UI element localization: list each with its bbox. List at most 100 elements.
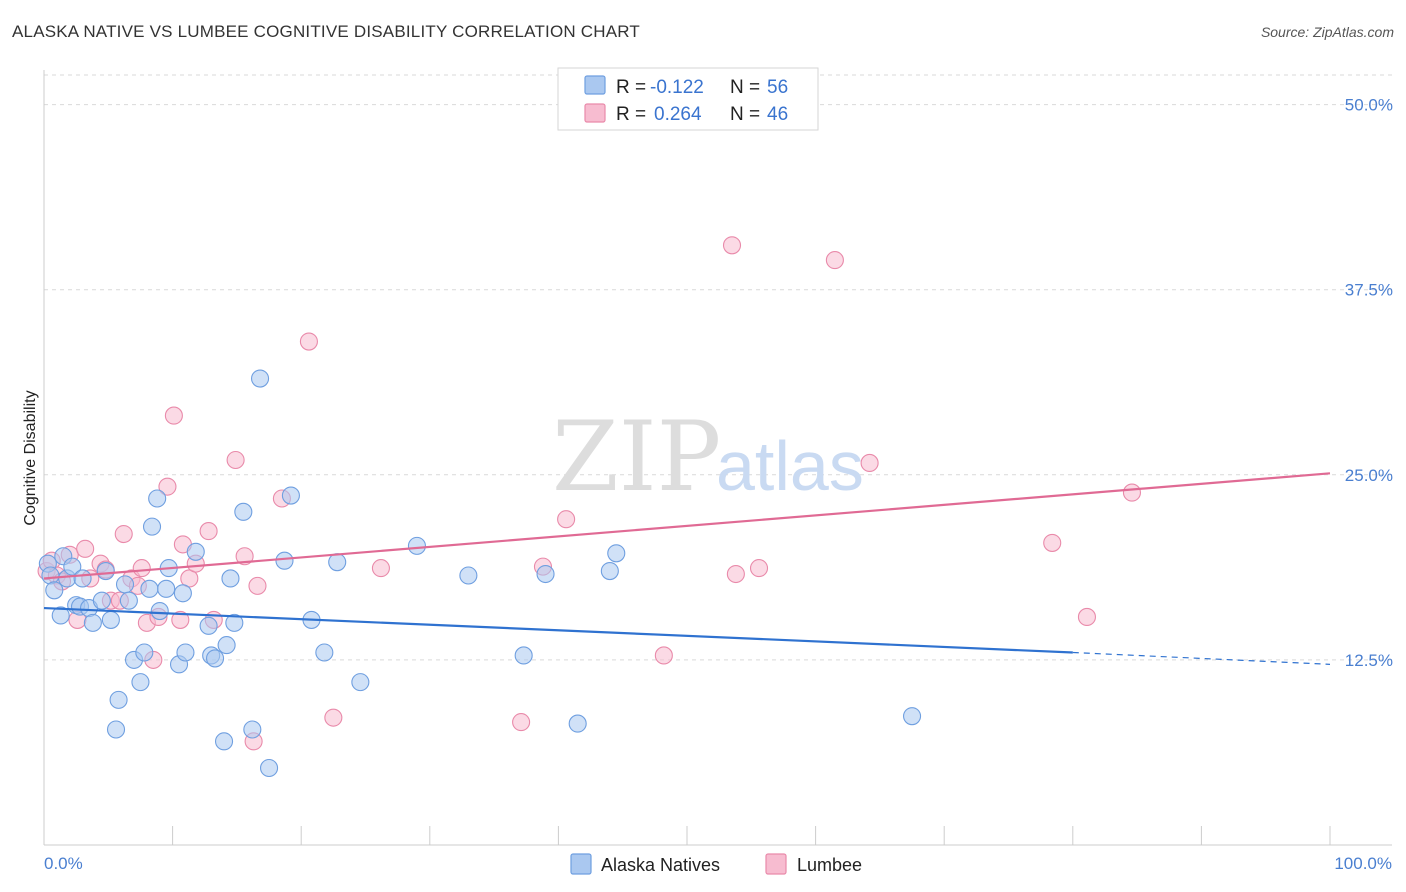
alaska-natives-points-front xyxy=(38,369,922,778)
legend-swatch-alaska xyxy=(584,75,606,95)
lumbee-point xyxy=(324,708,343,727)
lumbee-point xyxy=(557,510,576,529)
watermark-atlas: atlas xyxy=(716,427,864,505)
alaska-natives-point xyxy=(173,584,192,603)
alaska-natives-point xyxy=(176,643,195,662)
alaska-natives-point xyxy=(234,502,253,521)
alaska-natives-point xyxy=(568,714,587,733)
chart-title: ALASKA NATIVE VS LUMBEE COGNITIVE DISABI… xyxy=(12,22,641,41)
alaska-natives-point xyxy=(315,643,334,662)
series-legend: Alaska Natives Lumbee xyxy=(570,853,862,875)
bottom-legend-swatch-alaska xyxy=(570,853,592,875)
alaska-natives-trend-extension xyxy=(1072,651,1331,665)
alaska-natives-point xyxy=(73,569,92,588)
alaska-natives-point xyxy=(119,591,138,610)
legend-n-label-2: N = xyxy=(730,104,760,125)
y-tick-label: 50.0% xyxy=(1345,96,1393,115)
alaska-natives-point xyxy=(142,517,162,536)
alaska-natives-point xyxy=(83,613,102,632)
legend-n-value-1: 56 xyxy=(767,77,788,98)
watermark: ZIP atlas xyxy=(552,401,864,513)
lumbee-point xyxy=(132,559,151,578)
lumbee-point xyxy=(654,646,673,665)
alaska-natives-trend-line xyxy=(43,606,1073,654)
y-axis-label: Cognitive Disability xyxy=(22,390,39,525)
lumbee-point xyxy=(299,332,318,351)
alaska-natives-point xyxy=(109,690,128,709)
alaska-natives-point xyxy=(96,562,115,581)
lumbee-point xyxy=(1077,607,1096,627)
y-tick-labels: 12.5% 25.0% 37.5% 50.0% xyxy=(1345,96,1393,670)
alaska-natives-point xyxy=(186,542,205,561)
alaska-natives-point xyxy=(281,486,300,505)
lumbee-point xyxy=(114,524,133,544)
alaska-natives-point xyxy=(148,489,167,508)
legend-r-value-2: 0.264 xyxy=(654,104,702,125)
alaska-natives-point xyxy=(205,649,225,668)
alaska-natives-point xyxy=(221,569,240,588)
alaska-natives-point xyxy=(140,579,159,598)
lumbee-point xyxy=(199,522,218,541)
bottom-legend-label-lumbee: Lumbee xyxy=(797,855,862,875)
lumbee-point xyxy=(726,564,745,584)
lumbee-point xyxy=(226,450,245,470)
bottom-legend-swatch-lumbee xyxy=(765,853,787,875)
alaska-natives-point xyxy=(243,720,262,739)
y-tick-label: 12.5% xyxy=(1345,651,1393,670)
axes xyxy=(43,70,1392,846)
lumbee-point xyxy=(164,406,183,425)
alaska-natives-point xyxy=(407,536,426,555)
legend-r-value-1: -0.122 xyxy=(650,77,704,98)
lumbee-point xyxy=(722,236,742,255)
lumbee-point xyxy=(1122,483,1142,502)
alaska-natives-point xyxy=(259,758,279,778)
alaska-natives-point xyxy=(217,636,236,655)
trend-lines xyxy=(43,472,1331,665)
alaska-natives-point xyxy=(150,601,169,621)
stats-legend: R = -0.122 N = 56 R = 0.264 N = 46 xyxy=(557,67,819,131)
lumbee-point xyxy=(248,576,267,595)
alaska-natives-point xyxy=(51,606,70,625)
lumbee-point xyxy=(76,539,95,558)
lumbee-point xyxy=(512,713,531,732)
alaska-natives-point xyxy=(275,551,294,570)
alaska-natives-point xyxy=(514,646,533,665)
source-label: Source: ZipAtlas.com xyxy=(1260,24,1394,40)
x-tick-label-max: 100.0% xyxy=(1334,854,1392,873)
bottom-legend-label-alaska: Alaska Natives xyxy=(601,855,720,875)
alaska-natives-point xyxy=(225,613,244,632)
alaska-natives-point xyxy=(157,579,176,598)
alaska-natives-point xyxy=(101,610,120,629)
grid-lines xyxy=(44,74,1392,661)
alaska-natives-point xyxy=(328,553,347,572)
alaska-natives-point xyxy=(250,369,270,388)
lumbee-point xyxy=(1043,533,1062,552)
lumbee-point xyxy=(860,453,879,473)
lumbee-point xyxy=(371,559,390,578)
alaska-natives-point xyxy=(536,564,555,584)
alaska-natives-point xyxy=(92,591,111,610)
alaska-natives-point xyxy=(41,566,60,585)
x-ticks xyxy=(43,826,1331,845)
lumbee-point xyxy=(171,610,190,629)
legend-n-label-1: N = xyxy=(730,77,760,98)
lumbee-point xyxy=(825,251,844,270)
watermark-zip: ZIP xyxy=(552,401,721,513)
alaska-natives-point xyxy=(45,581,64,600)
alaska-natives-point xyxy=(199,616,218,635)
lumbee-point xyxy=(235,547,254,566)
legend-r-label-1: R = xyxy=(616,77,646,98)
legend-n-value-2: 46 xyxy=(767,104,788,125)
lumbee-trend-line xyxy=(43,472,1331,580)
alaska-natives-point xyxy=(351,673,370,692)
alaska-natives-point xyxy=(459,566,478,585)
alaska-natives-point xyxy=(135,643,154,662)
alaska-natives-point xyxy=(607,544,626,563)
alaska-natives-point xyxy=(115,575,135,594)
alaska-natives-point xyxy=(600,562,619,581)
alaska-natives-point xyxy=(214,732,234,751)
alaska-natives-point xyxy=(106,720,126,739)
x-tick-label-min: 0.0% xyxy=(44,854,83,873)
alaska-natives-point xyxy=(131,673,150,692)
